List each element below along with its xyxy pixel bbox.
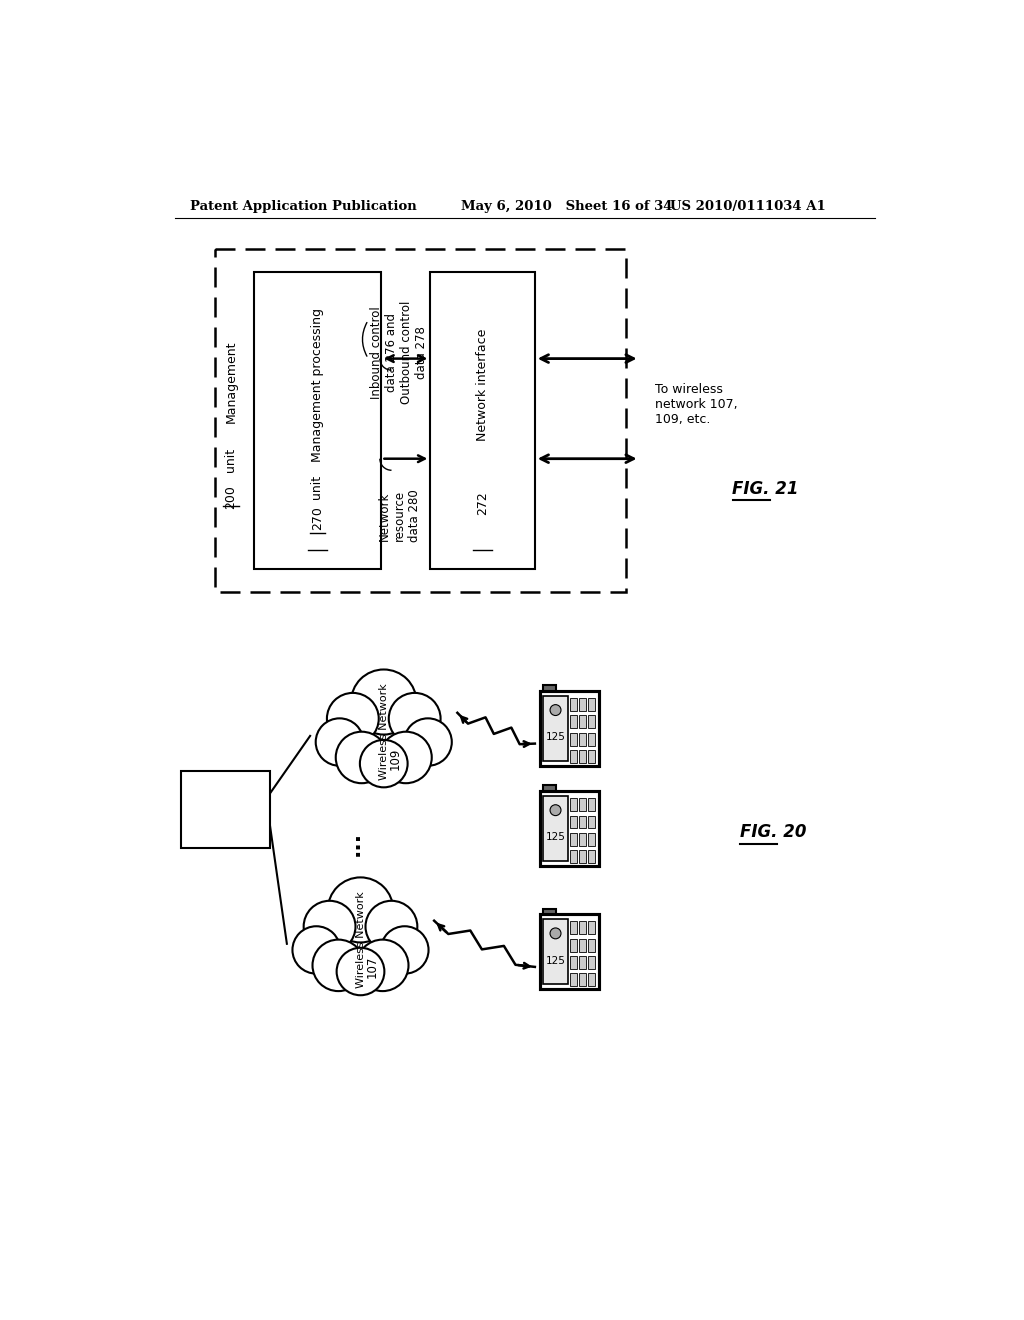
- Text: 200: 200: [224, 486, 238, 510]
- Bar: [589, 750, 595, 763]
- Bar: [580, 799, 586, 810]
- Text: ...: ...: [343, 832, 362, 857]
- Ellipse shape: [280, 882, 441, 1006]
- Bar: [540, 791, 599, 866]
- Circle shape: [315, 718, 364, 766]
- Text: 107: 107: [366, 956, 379, 978]
- Text: 109: 109: [389, 748, 401, 770]
- Circle shape: [550, 928, 561, 939]
- Bar: [570, 715, 578, 729]
- Bar: [580, 733, 586, 746]
- Bar: [540, 913, 599, 989]
- Bar: [580, 833, 586, 846]
- Text: Management: Management: [186, 793, 264, 807]
- Bar: [580, 973, 586, 986]
- Bar: [580, 698, 586, 711]
- Text: US 2010/0111034 A1: US 2010/0111034 A1: [671, 199, 826, 213]
- Text: unit: unit: [224, 445, 238, 473]
- Circle shape: [389, 693, 440, 744]
- Text: Wireless Network: Wireless Network: [379, 684, 389, 780]
- Text: unit 200: unit 200: [201, 816, 250, 829]
- Bar: [570, 850, 578, 863]
- Bar: [540, 690, 599, 766]
- Circle shape: [304, 900, 355, 952]
- Text: Inbound control
data 276 and
Outbound control
data 278: Inbound control data 276 and Outbound co…: [371, 301, 428, 404]
- Circle shape: [404, 718, 452, 766]
- Bar: [570, 816, 578, 829]
- Bar: [570, 750, 578, 763]
- Text: Wireless Network: Wireless Network: [355, 891, 366, 989]
- Text: Network
resource
data 280: Network resource data 280: [378, 490, 421, 543]
- Circle shape: [381, 927, 429, 974]
- Bar: [543, 696, 568, 760]
- Circle shape: [312, 940, 365, 991]
- Circle shape: [356, 940, 409, 991]
- Circle shape: [351, 669, 417, 734]
- Bar: [589, 715, 595, 729]
- Circle shape: [550, 705, 561, 715]
- Bar: [430, 272, 535, 569]
- Bar: [589, 921, 595, 935]
- Text: May 6, 2010   Sheet 16 of 34: May 6, 2010 Sheet 16 of 34: [461, 199, 673, 213]
- Bar: [254, 272, 381, 569]
- Bar: [580, 939, 586, 952]
- Bar: [570, 939, 578, 952]
- Bar: [589, 833, 595, 846]
- Text: 125: 125: [546, 833, 565, 842]
- Circle shape: [550, 805, 561, 816]
- Bar: [570, 956, 578, 969]
- Bar: [589, 733, 595, 746]
- Text: 270: 270: [311, 507, 324, 531]
- Circle shape: [359, 741, 408, 787]
- Bar: [580, 750, 586, 763]
- Bar: [580, 921, 586, 935]
- Bar: [589, 816, 595, 829]
- Bar: [589, 850, 595, 863]
- Text: To wireless
network 107,
109, etc.: To wireless network 107, 109, etc.: [655, 383, 737, 426]
- Bar: [580, 850, 586, 863]
- Text: Management: Management: [224, 341, 238, 422]
- Circle shape: [328, 878, 393, 942]
- Text: Network interface: Network interface: [476, 329, 489, 441]
- Circle shape: [293, 927, 340, 974]
- Circle shape: [336, 731, 387, 783]
- Bar: [570, 833, 578, 846]
- Bar: [580, 956, 586, 969]
- Bar: [570, 799, 578, 810]
- Circle shape: [366, 900, 418, 952]
- Ellipse shape: [303, 675, 465, 797]
- Bar: [180, 771, 270, 847]
- Bar: [543, 919, 568, 983]
- Bar: [215, 249, 626, 591]
- Bar: [570, 698, 578, 711]
- Circle shape: [327, 693, 379, 744]
- Bar: [580, 816, 586, 829]
- Text: Management processing: Management processing: [311, 308, 324, 462]
- Bar: [589, 956, 595, 969]
- Text: Patent Application Publication: Patent Application Publication: [190, 199, 417, 213]
- Text: FIG. 21: FIG. 21: [732, 480, 799, 499]
- Bar: [589, 939, 595, 952]
- Bar: [570, 921, 578, 935]
- Bar: [589, 698, 595, 711]
- Text: 272: 272: [476, 492, 489, 516]
- Bar: [543, 685, 556, 690]
- Bar: [580, 715, 586, 729]
- Text: FIG. 20: FIG. 20: [740, 824, 807, 841]
- Bar: [543, 785, 556, 791]
- Text: unit: unit: [311, 471, 324, 500]
- Bar: [589, 973, 595, 986]
- Bar: [543, 908, 556, 913]
- Bar: [570, 733, 578, 746]
- Text: 125: 125: [546, 733, 565, 742]
- Bar: [570, 973, 578, 986]
- Text: 125: 125: [546, 956, 565, 965]
- Circle shape: [380, 731, 432, 783]
- Bar: [589, 799, 595, 810]
- Circle shape: [337, 948, 384, 995]
- Bar: [543, 796, 568, 861]
